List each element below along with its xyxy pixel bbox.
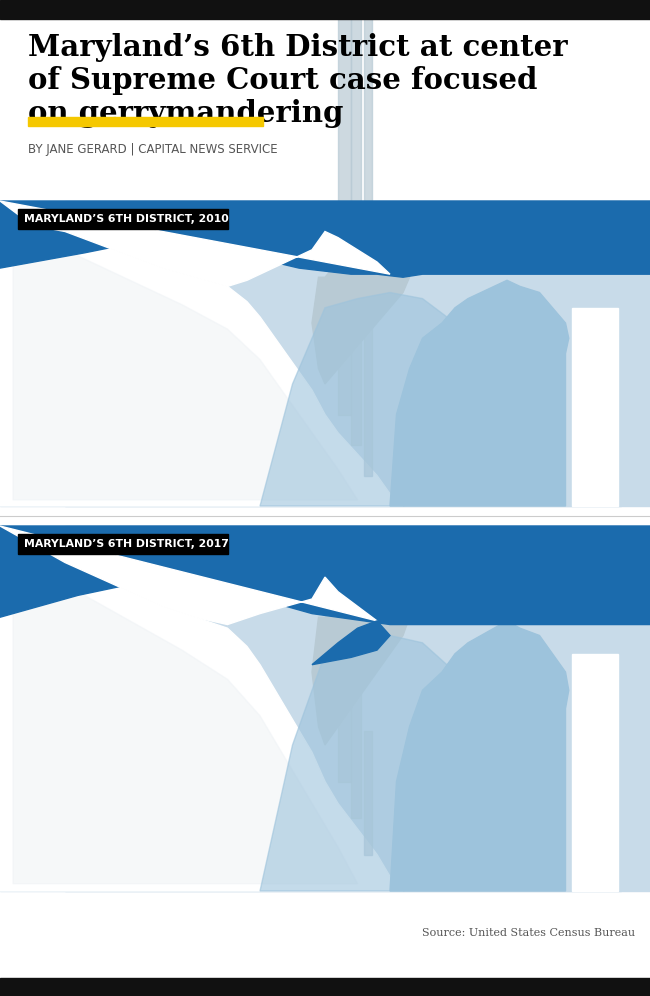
Polygon shape [390,280,569,506]
Bar [364,731,372,855]
Text: Maryland’s 6th District at center: Maryland’s 6th District at center [28,33,567,62]
Polygon shape [390,621,569,891]
Bar [18,209,228,229]
Polygon shape [0,526,650,624]
Polygon shape [260,293,455,506]
Polygon shape [0,201,403,506]
Text: on gerrymandering: on gerrymandering [28,99,343,128]
Bar [364,0,372,475]
Polygon shape [0,201,650,277]
Polygon shape [572,653,618,891]
Text: BY JANE GERARD | CAPITAL NEWS SERVICE: BY JANE GERARD | CAPITAL NEWS SERVICE [28,143,278,156]
Bar [351,691,361,818]
Polygon shape [0,526,403,891]
Bar [28,117,263,126]
Polygon shape [572,308,618,506]
Polygon shape [312,238,410,384]
Polygon shape [0,201,390,287]
Bar [0,978,650,996]
Polygon shape [312,570,410,745]
Bar [0,0,650,19]
Polygon shape [65,201,621,506]
Bar [18,534,228,554]
Text: of Supreme Court case focused: of Supreme Court case focused [28,66,538,95]
Polygon shape [65,526,621,891]
Bar [338,0,351,414]
Bar [351,0,361,445]
Polygon shape [260,635,455,891]
Polygon shape [13,213,358,500]
Bar [0,526,650,891]
Polygon shape [13,541,358,883]
Text: MARYLAND’S 6TH DISTRICT, 2017: MARYLAND’S 6TH DISTRICT, 2017 [24,539,229,549]
Text: Source: United States Census Bureau: Source: United States Census Bureau [422,928,635,938]
Text: MARYLAND’S 6TH DISTRICT, 2010: MARYLAND’S 6TH DISTRICT, 2010 [24,214,229,224]
Bar [0,201,650,506]
Polygon shape [0,526,377,624]
Bar [338,647,351,782]
Polygon shape [312,621,390,664]
